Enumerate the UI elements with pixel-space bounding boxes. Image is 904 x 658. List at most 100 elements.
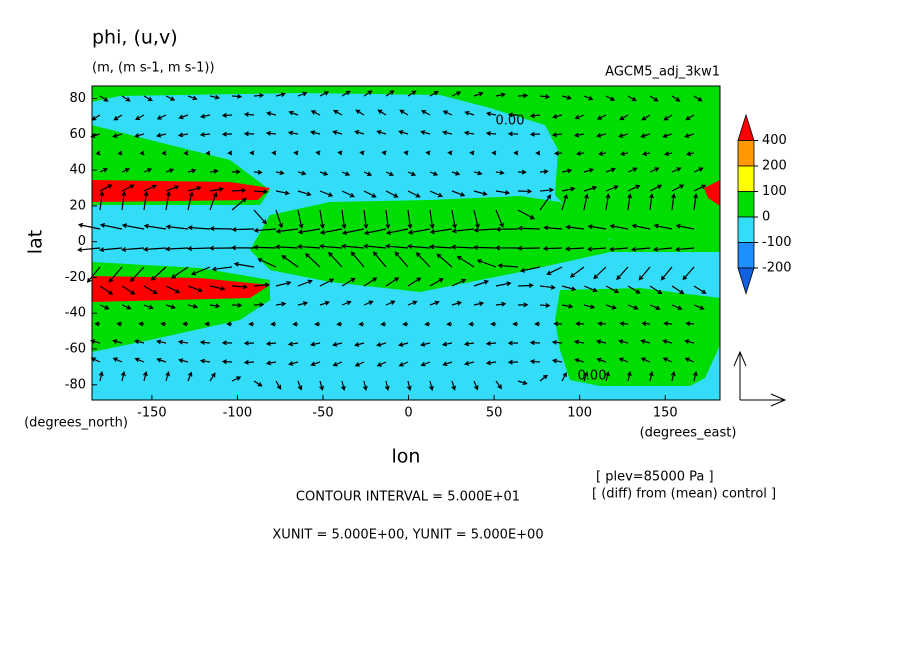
run-label: AGCM5_adj_3kw1 [605,65,720,80]
wind-arrow [121,285,136,295]
x-tick-label: -50 [312,406,333,421]
wind-arrow [517,302,529,308]
x-tick-label: -150 [137,406,167,421]
wind-arrow [451,91,462,97]
wind-arrow [630,246,651,252]
colorbar-swatch [737,165,755,192]
wind-arrow [231,284,248,290]
x-tick-label: -100 [223,406,253,421]
wind-arrow [165,185,180,192]
wind-arrow [485,341,497,346]
wind-arrow [495,301,507,307]
x-units: (degrees_east) [640,426,737,441]
wind-arrow [507,359,519,365]
x-tick-label: 0 [404,406,412,421]
wind-arrow [640,357,651,363]
wind-arrow [546,266,563,276]
wind-arrow [143,304,154,310]
wind-arrow [464,360,475,366]
wind-arrow [529,359,541,364]
wind-arrow [539,169,549,175]
note: XUNIT = 5.000E+00, YUNIT = 5.000E+00 [272,528,543,543]
wind-arrow [429,90,439,97]
wind-arrow [160,321,167,327]
wind-arrow [660,266,673,281]
wind-arrow [99,247,123,253]
wind-arrow [182,321,189,327]
wind-arrow [309,341,321,347]
wind-arrow [420,110,431,116]
wind-arrow [281,255,299,268]
wind-arrow [310,110,321,116]
wind-arrow [473,170,483,176]
wind-arrow [134,339,145,345]
wind-arrow [561,95,572,100]
wind-arrow [641,151,651,157]
wind-arrow [670,370,676,382]
wind-arrow [129,266,145,283]
wind-arrow [108,266,123,283]
wind-arrow [472,245,497,250]
wind-arrow [684,357,695,363]
wind-arrow [341,277,356,287]
wind-arrow [575,151,585,156]
wind-arrow [425,150,431,156]
wind-arrow [341,300,352,306]
wind-arrow [473,209,480,229]
wind-arrow [671,184,685,192]
red-region [704,180,720,206]
wind-arrow [112,133,123,138]
wind-arrow [663,321,673,327]
wind-arrow [333,109,343,116]
wind-arrow [121,247,145,252]
wind-arrow [649,95,659,102]
wind-arrow [407,277,422,287]
wind-arrow [253,302,265,308]
wind-arrow [165,304,176,310]
wind-arrow [363,277,378,287]
wind-arrow [473,190,488,196]
wind-arrow [627,184,641,192]
wind-arrow [77,247,101,253]
wind-arrow [595,339,607,345]
colorbar-label: 200 [762,159,787,174]
wind-arrow [473,301,485,307]
wind-arrow [424,321,431,327]
wind-arrow [485,360,497,366]
wind-arrow [297,279,313,287]
wind-arrow [490,321,497,327]
wind-arrow [574,358,585,363]
wind-arrow [156,114,167,120]
wind-arrow [495,209,504,228]
colorbar-swatch [737,191,755,218]
wind-arrow [605,193,611,211]
wind-arrow [99,190,105,211]
wind-arrow [586,246,607,252]
wind-arrow [275,301,287,307]
wind-arrow [693,167,704,173]
wind-arrow [221,131,233,137]
wind-arrow [495,281,512,287]
wind-arrow [143,190,149,211]
wind-arrow [441,130,453,136]
wind-arrow [177,339,189,345]
y-tick-label: 80 [69,91,86,106]
wind-arrow [407,90,417,97]
wind-arrow [341,190,355,198]
wind-arrow [653,223,673,230]
wind-arrow [275,228,299,234]
wind-arrow [209,94,221,100]
wind-arrow [165,224,189,230]
wind-arrow [399,109,409,116]
wind-arrow [451,209,457,230]
wind-arrow [199,113,211,119]
wind-arrow [86,266,101,283]
wind-arrow [627,167,638,173]
wind-arrow [436,253,453,268]
wind-arrow [226,321,233,327]
wind-arrow [178,358,189,363]
wind-arrow [468,321,475,327]
wind-arrow [638,266,651,281]
wind-arrow [319,171,329,176]
wind-arrow [266,111,277,117]
